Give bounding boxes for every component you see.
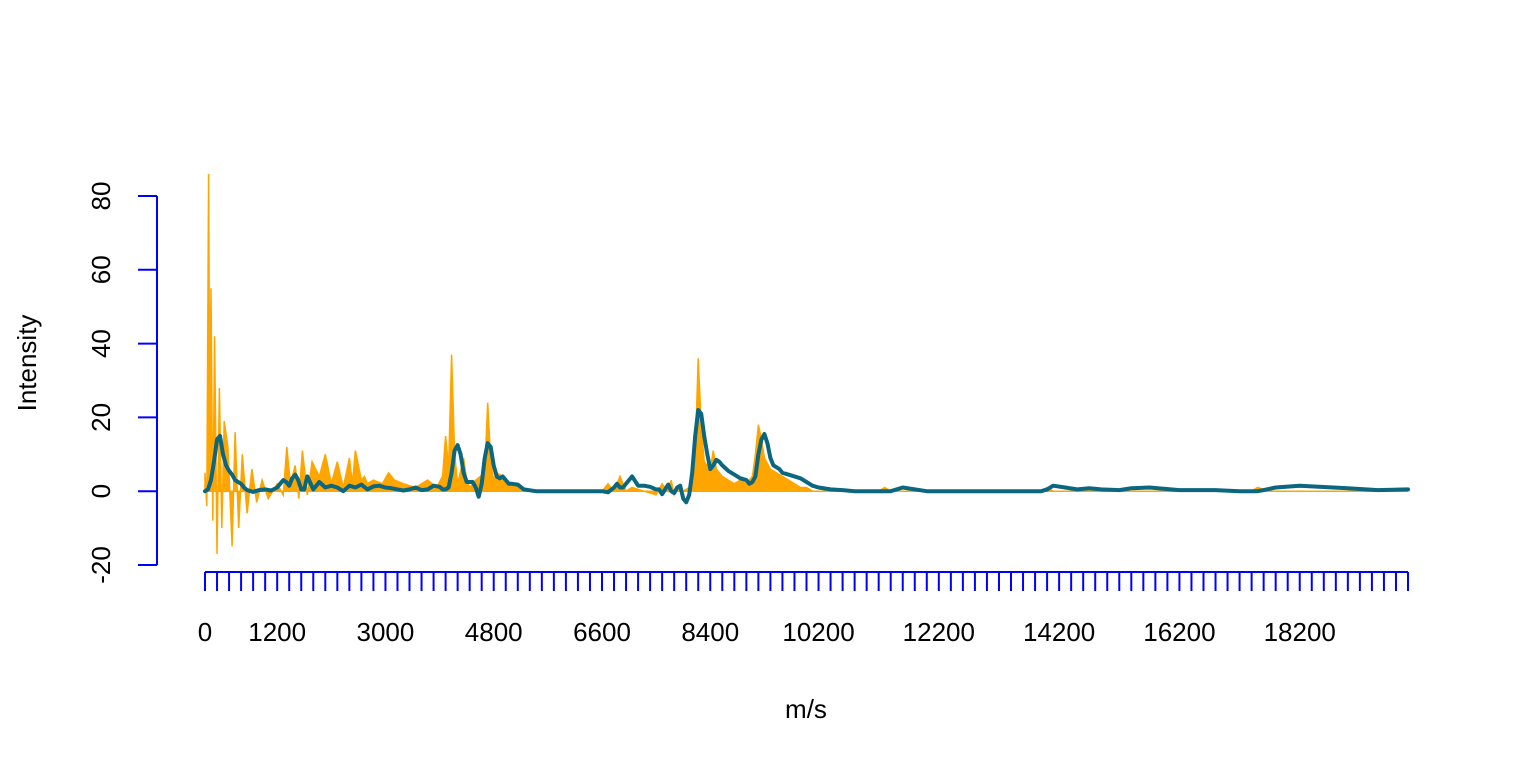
x-tick-label: 3000 <box>357 617 415 647</box>
x-tick-label: 6600 <box>573 617 631 647</box>
x-tick-label: 18200 <box>1264 617 1336 647</box>
x-tick-label: 0 <box>198 617 212 647</box>
y-tick-label: 60 <box>86 255 116 284</box>
x-tick-label: 12200 <box>903 617 975 647</box>
x-tick-label: 10200 <box>782 617 854 647</box>
y-axis-title: Intensity <box>12 315 42 412</box>
x-axis: 0 1200 3000 4800 6600 8400 10200 12200 14200 1620… <box>198 571 1409 647</box>
x-tick-label: 8400 <box>681 617 739 647</box>
x-axis-title: m/s <box>785 694 827 724</box>
plot-area <box>203 173 1410 554</box>
y-tick-label: 20 <box>86 403 116 432</box>
x-tick-label: 16200 <box>1143 617 1215 647</box>
y-tick-label: 40 <box>86 329 116 358</box>
y-tick-label: -20 <box>86 546 116 584</box>
x-tick-label: 14200 <box>1023 617 1095 647</box>
y-tick-label: 80 <box>86 182 116 211</box>
x-tick-label: 4800 <box>465 617 523 647</box>
raw-intensity-area <box>204 173 1408 554</box>
y-tick-label: 0 <box>86 484 116 498</box>
x-tick-label: 1200 <box>248 617 306 647</box>
y-axis: -20 0 20 40 60 80 <box>86 182 158 584</box>
smoothed-intensity-line <box>203 408 1410 505</box>
